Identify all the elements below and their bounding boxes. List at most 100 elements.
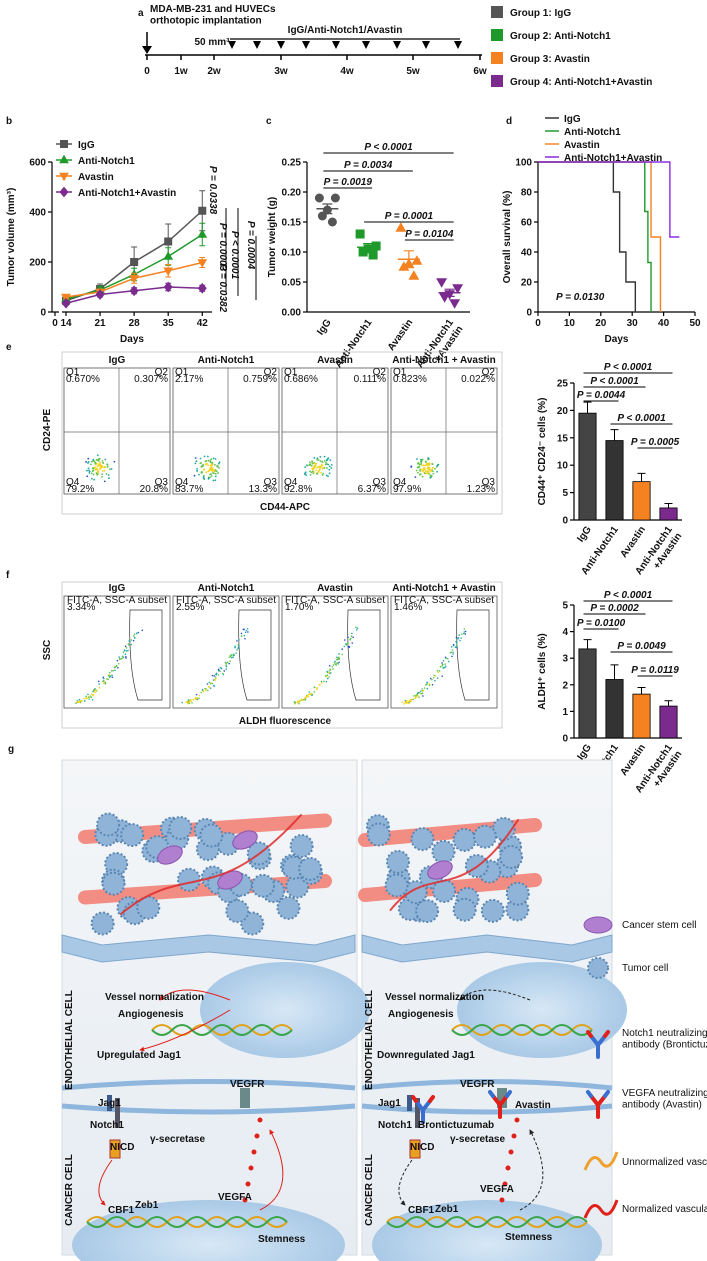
event-dot: [108, 477, 110, 480]
quadrant-percent: 0.670%: [66, 374, 100, 385]
sem-bar: [322, 203, 333, 215]
event-dot: [311, 467, 314, 470]
event-dot: [240, 635, 243, 637]
event-dot: [93, 478, 96, 481]
event-dot: [444, 663, 446, 665]
vegfa-dot: [502, 1181, 508, 1187]
event-dot: [207, 459, 210, 462]
event-dot: [106, 465, 109, 468]
dose-marker: [422, 41, 430, 49]
quadrant-label: Q1: [393, 367, 407, 378]
event-dot: [329, 459, 332, 462]
y-tick-label: 600: [29, 158, 46, 169]
event-dot: [215, 672, 218, 675]
event-dot: [304, 466, 307, 469]
p-value: P = 0.0003: [217, 223, 228, 272]
y-tick-label: 80: [521, 188, 533, 199]
event-dot: [422, 690, 425, 692]
event-dot: [319, 466, 322, 469]
event-dot: [103, 469, 106, 472]
event-dot: [102, 682, 105, 684]
event-dot: [198, 697, 200, 700]
event-dot: [110, 468, 113, 470]
event-dot: [450, 651, 453, 654]
event-dot: [211, 461, 214, 464]
event-dot: [426, 683, 428, 686]
event-dot: [331, 665, 334, 668]
tumor-cell: [480, 898, 505, 923]
x-tick-label: Avastin: [386, 317, 416, 353]
y-tick-label: 400: [29, 208, 46, 219]
error-bar: [583, 639, 592, 649]
event-dot: [319, 455, 322, 458]
event-dot: [247, 631, 249, 633]
event-dot: [102, 676, 104, 679]
signal-arrow: [139, 1009, 231, 1052]
event-dot: [446, 657, 449, 660]
event-dot: [212, 479, 215, 482]
diagram-label: VEGFR: [230, 1079, 265, 1090]
event-dot: [101, 473, 104, 476]
x-tick-label: IgG: [315, 317, 334, 337]
event-dot: [217, 472, 219, 474]
event-dot: [431, 678, 433, 681]
event-dot: [434, 679, 436, 682]
error-bar: [664, 503, 673, 508]
marker: [368, 250, 378, 260]
event-dot: [320, 680, 323, 683]
event-dot: [442, 666, 445, 669]
event-dot: [222, 673, 225, 676]
quadrant-label: Q1: [175, 367, 189, 378]
event-dot: [114, 666, 116, 669]
tumor-cell: [225, 899, 250, 924]
event-dot: [464, 633, 467, 635]
quadrant-percent: 1.23%: [467, 484, 495, 495]
event-dot: [96, 471, 99, 474]
event-dot: [208, 681, 211, 684]
tumor-cell: [505, 881, 530, 906]
event-dot: [203, 455, 206, 458]
marker: [436, 278, 448, 288]
event-dot: [355, 626, 357, 628]
diagram-label: Downregulated Jag1: [377, 1050, 475, 1061]
y-tick-label: 0: [562, 516, 568, 527]
event-dot: [199, 457, 202, 460]
event-dot: [431, 468, 433, 471]
legend-label: Avastin: [78, 172, 114, 183]
sem-bar: [403, 250, 414, 269]
event-dot: [336, 656, 338, 659]
event-dot: [120, 657, 123, 660]
event-dot: [195, 693, 198, 696]
notch1: [115, 1098, 120, 1128]
event-dot: [212, 679, 215, 681]
event-dot: [98, 463, 101, 466]
y-tick-label: 2: [562, 680, 568, 691]
dose-marker: [253, 41, 261, 49]
event-dot: [103, 466, 106, 469]
y-tick-label: 0.00: [282, 308, 302, 319]
event-dot: [103, 480, 106, 483]
plot-box: [390, 595, 498, 709]
marker: [59, 172, 69, 182]
event-dot: [447, 660, 450, 663]
event-dot: [301, 699, 304, 701]
event-dot: [407, 702, 410, 705]
marker: [129, 274, 140, 284]
event-dot: [96, 454, 99, 457]
dna: [386, 1216, 588, 1228]
tumor-cell: [90, 911, 115, 936]
event-dot: [313, 686, 316, 689]
event-dot: [89, 695, 92, 697]
gate-label: FITC-A, SSC-A subset: [394, 595, 494, 606]
p-value: P = 0.0001: [385, 211, 434, 222]
gate-percent: 3.34%: [67, 602, 95, 613]
event-dot: [428, 467, 431, 469]
legend-swatch: [491, 75, 503, 87]
dose-marker: [302, 41, 310, 49]
gate: [129, 609, 163, 701]
event-dot: [111, 676, 114, 679]
tumor-cell: [298, 856, 323, 881]
event-dot: [106, 463, 108, 466]
event-dot: [214, 475, 217, 478]
marker: [358, 247, 368, 257]
